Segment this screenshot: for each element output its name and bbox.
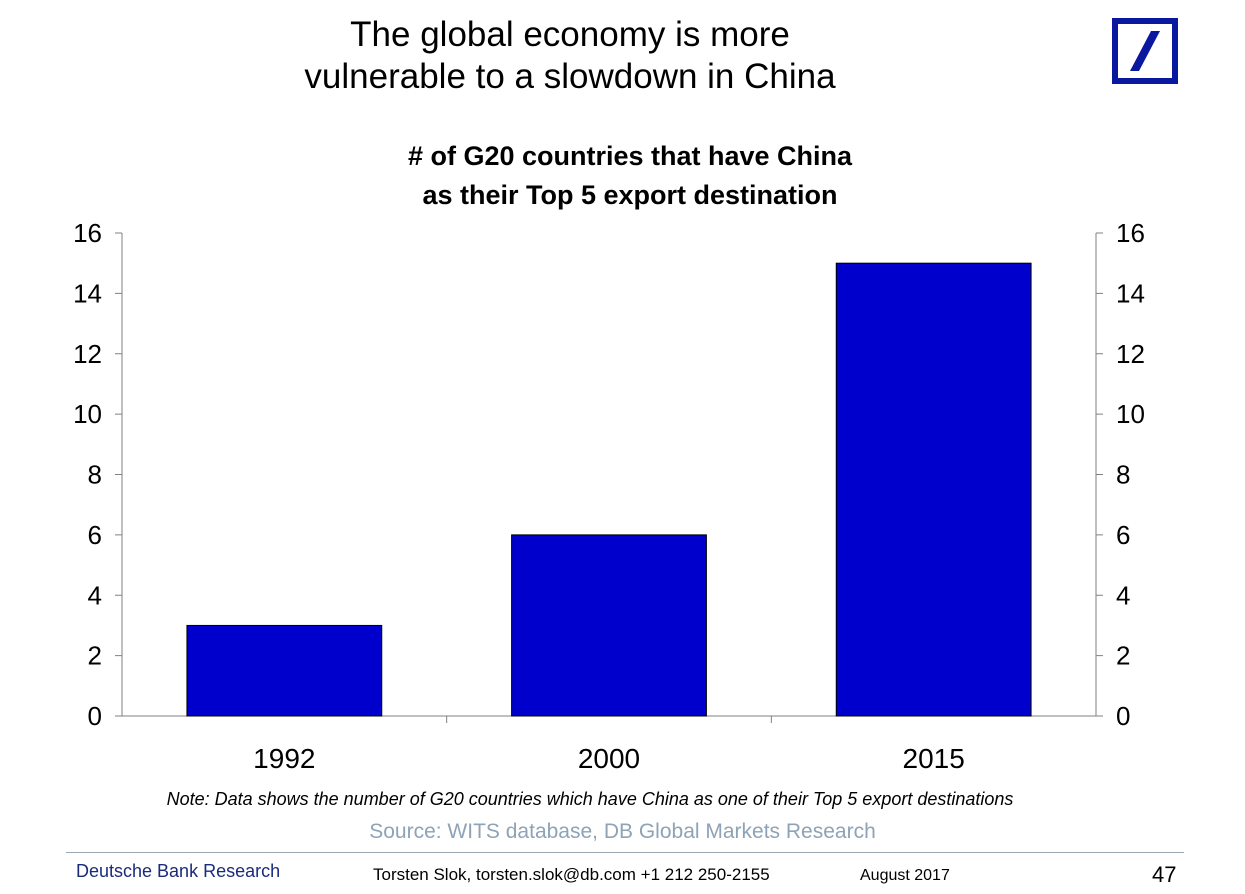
bar-2015	[835, 262, 1032, 717]
y-tick-label-left: 6	[88, 520, 102, 550]
chart-note: Note: Data shows the number of G20 count…	[166, 789, 1014, 809]
y-tick-label-right: 12	[1116, 339, 1145, 369]
chart-title-line-1: # of G20 countries that have China	[407, 141, 853, 171]
bar-chart: 0 0 2 2 4 4 6 6 8 8 10 10 12 12 14 14 16 16 1992 2000 2015	[73, 218, 1145, 774]
x-tick-label: 1992	[253, 743, 315, 774]
y-tick-label-right: 2	[1116, 641, 1130, 671]
chart-title: # of G20 countries that have China as th…	[230, 137, 1030, 215]
x-tick-label: 2015	[903, 743, 965, 774]
slide-title: The global economy is more vulnerable to…	[200, 14, 940, 98]
deutsche-bank-logo-icon	[1112, 18, 1178, 84]
y-tick-label-left: 10	[73, 399, 102, 429]
y-tick-label-left: 14	[73, 278, 102, 308]
y-tick-label-left: 12	[73, 339, 102, 369]
footer-date: August 2017	[860, 867, 950, 884]
slide-title-line-2: vulnerable to a slowdown in China	[304, 57, 836, 96]
y-tick-label-left: 0	[88, 701, 102, 731]
bar-1992	[186, 624, 383, 717]
y-tick-label-left: 16	[73, 218, 102, 248]
y-tick-label-right: 10	[1116, 399, 1145, 429]
footer-author-contact: Torsten Slok, torsten.slok@db.com +1 212…	[373, 865, 770, 884]
y-tick-label-right: 14	[1116, 278, 1145, 308]
footer-divider	[66, 852, 1184, 853]
y-tick-label-right: 8	[1116, 460, 1130, 490]
y-tick-label-right: 0	[1116, 701, 1130, 731]
chart-source: Source: WITS database, DB Global Markets…	[369, 820, 876, 843]
page-number: 47	[1152, 862, 1177, 887]
x-tick-label: 2000	[578, 743, 640, 774]
y-tick-label-left: 8	[88, 460, 102, 490]
y-tick-label-right: 6	[1116, 520, 1130, 550]
y-tick-label-left: 4	[88, 580, 102, 610]
y-tick-label-right: 4	[1116, 580, 1130, 610]
y-tick-label-right: 16	[1116, 218, 1145, 248]
footer-brand: Deutsche Bank Research	[76, 861, 281, 881]
slide-title-line-1: The global economy is more	[350, 15, 790, 54]
bar-2000	[511, 534, 707, 717]
y-tick-label-left: 2	[88, 641, 102, 671]
chart-title-line-2: as their Top 5 export destination	[422, 180, 838, 210]
